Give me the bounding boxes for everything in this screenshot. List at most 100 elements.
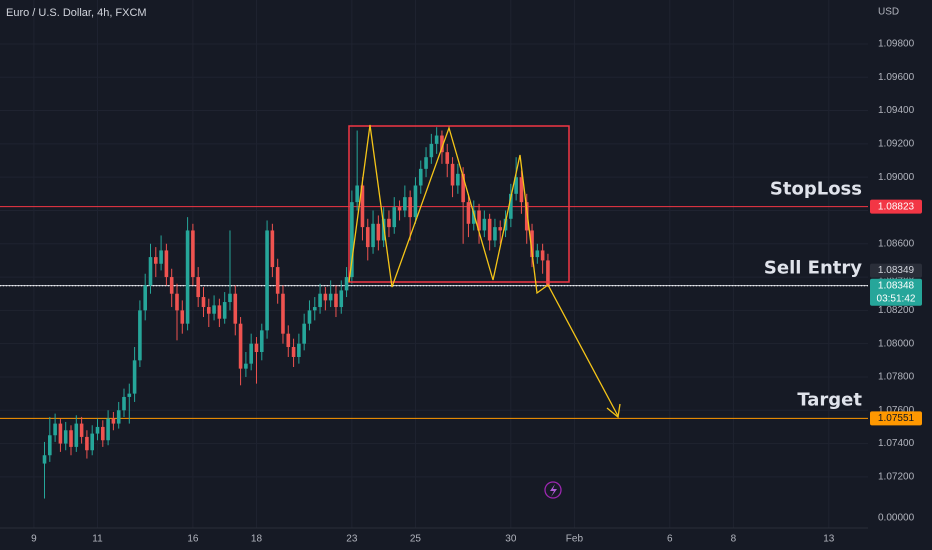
candle-body: [90, 433, 95, 451]
candle-body: [434, 135, 439, 144]
y-tick-label: 1.09800: [878, 39, 915, 50]
levels: StopLoss Sell Entry Target: [0, 179, 868, 419]
candle-body: [42, 455, 47, 464]
candle-body: [339, 290, 344, 308]
candle-body: [85, 436, 89, 451]
candle-body: [138, 310, 142, 361]
candle-body: [164, 250, 169, 278]
y-tick-label: 1.09000: [878, 172, 915, 183]
y-tick-label: 1.08200: [878, 305, 915, 316]
candle-body: [132, 360, 137, 394]
candle-body: [169, 277, 174, 294]
candle-body: [180, 310, 185, 324]
x-tick-label: 23: [346, 534, 358, 545]
target-price-label: 1.07551: [878, 413, 915, 424]
candle-body: [450, 163, 455, 186]
y-tick-label: 1.09600: [878, 72, 915, 83]
candle-body: [471, 210, 476, 224]
candle-body: [63, 430, 68, 444]
entry-price-box: [870, 263, 922, 278]
chart-title: Euro / U.S. Dollar, 4h, FXCM: [6, 7, 147, 19]
candle-body: [371, 223, 375, 248]
candle-body: [217, 305, 222, 319]
countdown-label: 03:51:42: [877, 293, 916, 304]
candle-body: [281, 293, 285, 334]
candle-body: [424, 157, 428, 169]
candle-body: [318, 293, 322, 308]
x-tick-label: 6: [667, 534, 673, 545]
candle-body: [111, 418, 116, 424]
candle-body: [546, 260, 550, 286]
candle-body: [376, 223, 381, 241]
candle-body: [222, 302, 227, 319]
y-tick-label: 1.09400: [878, 105, 915, 116]
candle-body: [291, 347, 296, 357]
x-tick-label: 13: [823, 534, 835, 545]
candle-body: [116, 410, 121, 424]
range-box: [348, 125, 570, 283]
candle-body: [265, 230, 269, 331]
x-tick-label: 25: [410, 534, 422, 545]
candle-body: [196, 277, 200, 298]
x-tick-label: 11: [92, 534, 103, 545]
candle-body: [74, 423, 79, 447]
candle-body: [127, 393, 132, 397]
candle-body: [445, 152, 450, 164]
axis-labels: 1.09800 1.09600 1.09400 1.09200 1.09000 1.088…: [31, 39, 922, 545]
candle-body: [106, 418, 110, 441]
candle-body: [228, 293, 232, 303]
y-tick-label: 1.08000: [878, 338, 915, 349]
candle-body: [69, 430, 73, 447]
candle-body: [392, 207, 397, 228]
pattern-path: [348, 124, 619, 417]
level-name: Sell Entry: [764, 258, 862, 279]
candle-body: [482, 218, 487, 231]
level-name: StopLoss: [770, 179, 862, 200]
candle-body: [297, 343, 301, 357]
candle-body: [153, 257, 158, 264]
candle-body: [519, 177, 524, 203]
candle-body: [95, 426, 100, 434]
candle-body: [408, 197, 412, 218]
candle-body: [418, 168, 423, 186]
candle-body: [535, 250, 540, 258]
candle-body: [350, 202, 354, 278]
candle-body: [477, 210, 481, 231]
y-tick-label: 1.07800: [878, 372, 915, 383]
last-price-label: 1.08348: [878, 280, 915, 291]
candle-body: [360, 185, 365, 228]
y-tick-label: 1.09200: [878, 139, 915, 150]
candle-body: [206, 307, 211, 314]
x-tick-label: 30: [505, 534, 517, 545]
candle-body: [456, 173, 460, 186]
candle-body: [254, 343, 259, 352]
stoploss-price-box: [870, 199, 922, 214]
candle-body: [159, 250, 163, 264]
candle-body: [440, 135, 444, 153]
level-name: Target: [797, 389, 862, 410]
candle-body: [429, 143, 434, 158]
candle-body: [493, 227, 497, 241]
candle-body: [148, 257, 153, 286]
candle-body: [286, 333, 291, 348]
candle-body: [212, 305, 216, 314]
stoploss-price-label: 1.08823: [878, 201, 915, 212]
candle-body: [514, 177, 518, 194]
arrow-head: [606, 403, 621, 419]
x-tick-label: 16: [187, 534, 199, 545]
candle-body: [524, 202, 529, 231]
target-price-box: [870, 411, 922, 426]
event-icon[interactable]: [544, 481, 562, 499]
candle-body: [307, 310, 312, 324]
price-axis-bottom-label: 0.00000: [878, 513, 915, 524]
x-tick-label: 9: [31, 534, 37, 545]
candle-body: [58, 423, 63, 444]
candle-body: [328, 293, 333, 301]
candle-body: [344, 277, 349, 291]
candle-body: [355, 185, 359, 203]
candle-body: [461, 173, 465, 203]
candle-body: [191, 230, 195, 278]
candle-body: [143, 285, 147, 311]
candle-body: [413, 185, 418, 218]
candle-body: [334, 293, 338, 308]
